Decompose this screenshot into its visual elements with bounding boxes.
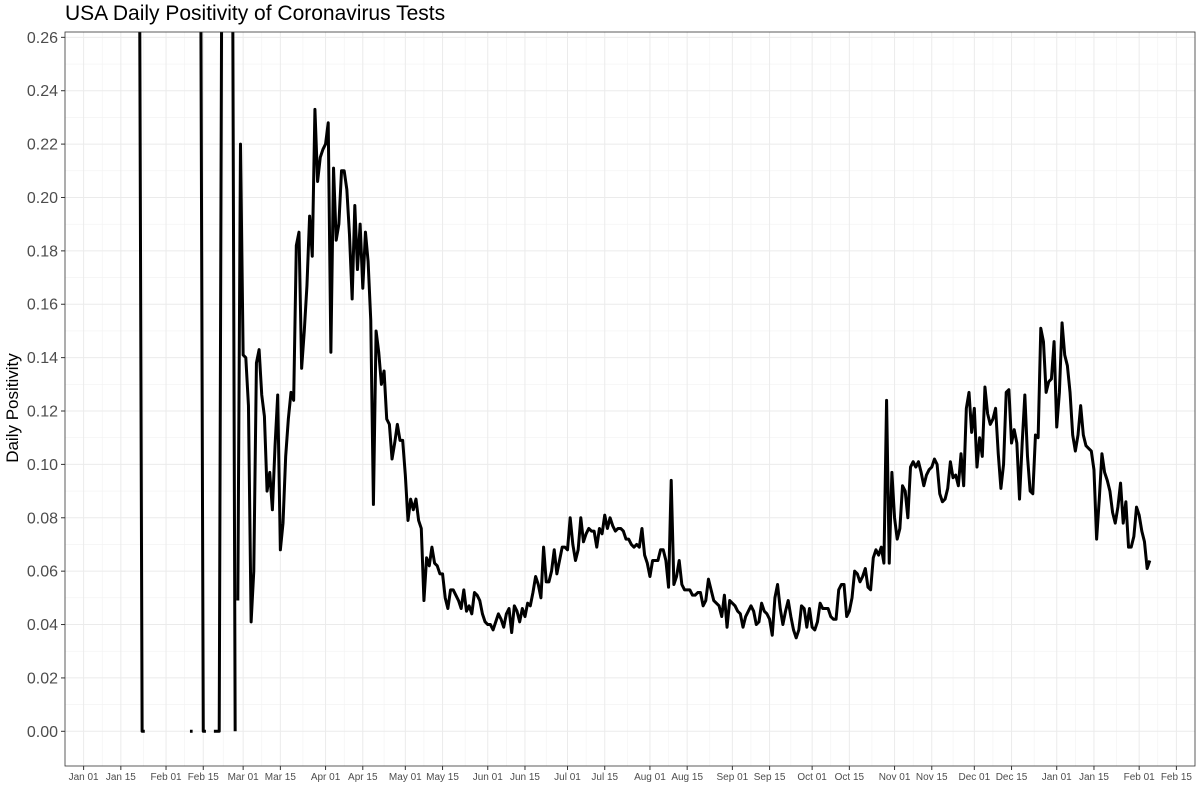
- x-tick-label: Feb 01: [1124, 772, 1156, 783]
- x-tick-label: Mar 01: [228, 772, 260, 783]
- x-tick-label: Dec 01: [958, 772, 990, 783]
- x-tick-label: Oct 01: [797, 772, 827, 783]
- x-tick-label: Apr 15: [348, 772, 378, 783]
- x-tick-label: Nov 01: [879, 772, 911, 783]
- x-tick-label: Sep 15: [754, 772, 786, 783]
- y-tick-label: 0.00: [27, 724, 58, 741]
- x-tick-label: Aug 15: [671, 772, 703, 783]
- x-tick-label: Apr 01: [311, 772, 341, 783]
- x-tick-label: Mar 15: [265, 772, 297, 783]
- y-tick-label: 0.18: [27, 243, 58, 260]
- y-tick-label: 0.04: [27, 617, 58, 634]
- x-tick-label: Feb 15: [188, 772, 220, 783]
- series-layer: [138, 32, 1152, 733]
- x-tick-label: Jan 15: [106, 772, 136, 783]
- y-axis: 0.00 0.02 0.04 0.06 0.08 0.10 0.12 0.14 0.16 0.18…: [27, 30, 65, 741]
- y-tick-label: 0.16: [27, 297, 58, 314]
- y-tick-label: 0.10: [27, 457, 58, 474]
- x-tick-label: Jan 15: [1079, 772, 1109, 783]
- y-tick-label: 0.02: [27, 670, 58, 687]
- x-tick-label: Feb 15: [1161, 772, 1193, 783]
- y-tick-label: 0.12: [27, 404, 58, 421]
- x-tick-label: May 15: [426, 772, 459, 783]
- x-axis: Jan 01 Jan 15 Feb 01 Feb 15 Mar 01 Mar 15 Apr …: [69, 766, 1193, 783]
- x-tick-label: Jul 15: [591, 772, 618, 783]
- series-line: [138, 32, 1152, 733]
- plot-panel-border: [64, 31, 1196, 767]
- x-tick-label: Dec 15: [996, 772, 1028, 783]
- y-tick-label: 0.24: [27, 83, 58, 100]
- y-tick-label: 0.26: [27, 30, 58, 47]
- y-tick-label: 0.14: [27, 350, 58, 367]
- y-tick-label: 0.06: [27, 564, 58, 581]
- x-tick-label: Jan 01: [69, 772, 99, 783]
- y-tick-label: 0.20: [27, 190, 58, 207]
- x-tick-label: Jan 01: [1042, 772, 1072, 783]
- x-tick-label: Jun 15: [510, 772, 540, 783]
- x-tick-label: May 01: [389, 772, 422, 783]
- x-tick-label: Aug 01: [634, 772, 666, 783]
- x-tick-label: Jul 01: [554, 772, 581, 783]
- x-tick-label: Oct 15: [835, 772, 865, 783]
- x-tick-label: Feb 01: [150, 772, 182, 783]
- chart-title: USA Daily Positivity of Coronavirus Test…: [65, 2, 446, 25]
- x-tick-label: Jun 01: [473, 772, 503, 783]
- y-tick-label: 0.08: [27, 510, 58, 527]
- y-tick-label: 0.22: [27, 137, 58, 154]
- x-tick-label: Sep 01: [717, 772, 749, 783]
- x-tick-label: Nov 15: [916, 772, 948, 783]
